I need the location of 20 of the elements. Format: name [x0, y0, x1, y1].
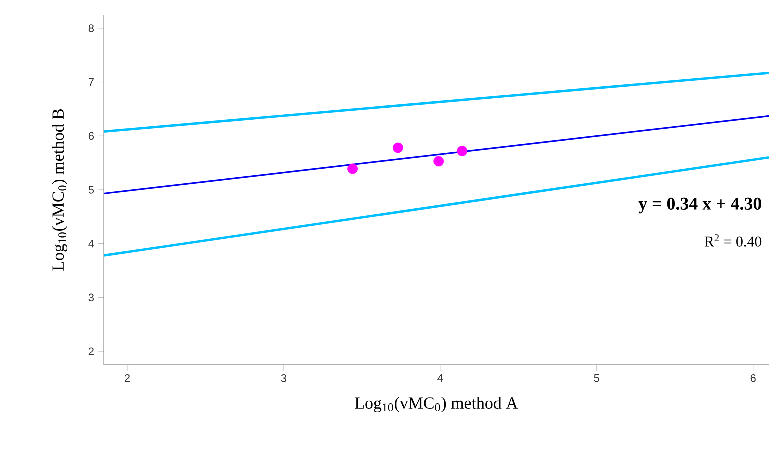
- y-tick-label: 2: [88, 348, 94, 356]
- y-tick-label: 5: [88, 186, 94, 194]
- point: [457, 146, 468, 156]
- annotation: y = 0.34 x + 4.30: [638, 198, 762, 214]
- y-tick-label: 7: [88, 78, 94, 86]
- point: [392, 142, 404, 154]
- x-tick-label: 4: [438, 374, 444, 382]
- x-axis-title: Log$_{10}$(vMC$_{0}$) method A: [355, 397, 518, 413]
- x-tick-label: 3: [281, 374, 287, 382]
- y-tick-label: 3: [88, 294, 94, 302]
- point: [434, 156, 444, 167]
- y-tick-label: 4: [88, 240, 94, 248]
- y-axis-title: Log$_{10}$(vMC$_{0}$) method B: [52, 109, 68, 271]
- x-tick-label: 2: [124, 374, 130, 382]
- point: [348, 164, 358, 174]
- y-tick-label: 6: [88, 132, 94, 140]
- x-tick-label: 6: [750, 374, 756, 382]
- y-tick-label: 8: [88, 24, 94, 32]
- annotation: R$^{2}$ = 0.40: [704, 234, 762, 247]
- x-tick-label: 5: [594, 374, 600, 382]
